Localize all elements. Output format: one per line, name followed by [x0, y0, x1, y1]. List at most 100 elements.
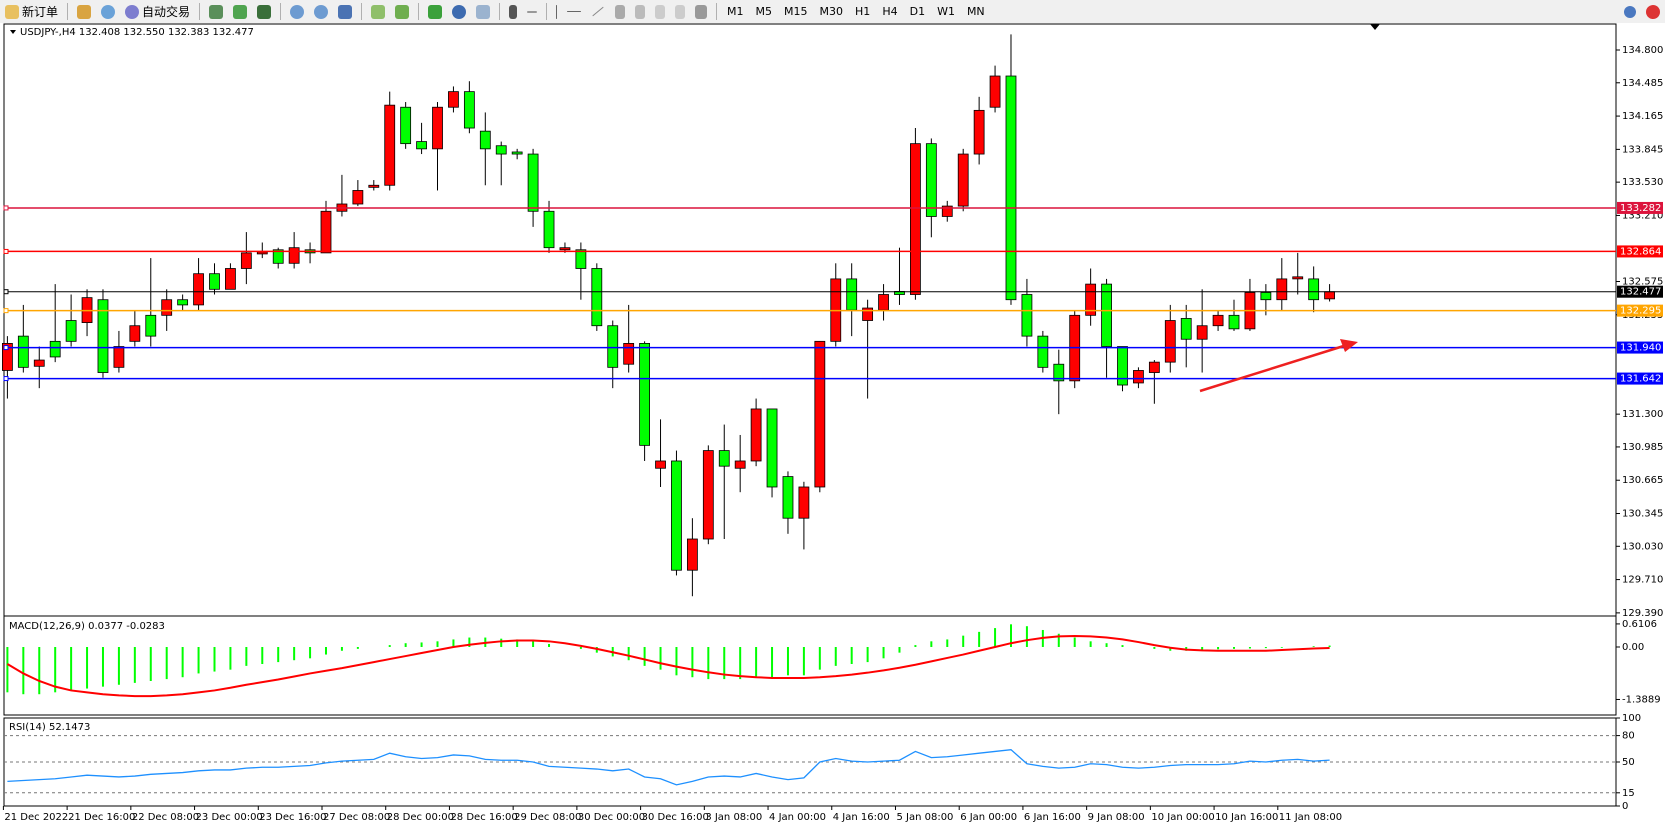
candle-body [177, 299, 189, 306]
candle-body [862, 307, 874, 321]
price-label-bg [1617, 304, 1663, 317]
crosshair-button[interactable] [522, 2, 542, 22]
search-button[interactable] [1619, 2, 1641, 22]
price-label-bg [1617, 285, 1663, 298]
candle-body [49, 340, 61, 358]
candle-body [782, 476, 794, 519]
x-tick-label: 22 Dec 08:00 [132, 812, 199, 823]
fibo-button[interactable] [630, 2, 650, 22]
candle-body [1021, 294, 1033, 337]
candle-body [65, 320, 77, 342]
arrows-button[interactable] [690, 2, 712, 22]
candle-body [97, 299, 109, 373]
line-anchor [3, 308, 9, 314]
candle-body [607, 325, 619, 368]
icon-button[interactable] [96, 2, 120, 22]
timeframe-button[interactable]: W1 [937, 4, 955, 18]
candle-body [750, 408, 762, 462]
candle-body [543, 210, 555, 249]
candle-body [575, 249, 587, 269]
icon [5, 4, 19, 19]
trendline-button[interactable] [586, 2, 610, 22]
timeframe-button[interactable]: M1 [727, 4, 744, 18]
icon-button[interactable] [390, 2, 414, 22]
y-tick-label: -1.3889 [1622, 694, 1661, 705]
candle-body [113, 346, 125, 368]
candle-body [161, 299, 173, 316]
x-tick-label: 28 Dec 16:00 [450, 812, 517, 823]
price-label: 131.940 [1620, 343, 1661, 354]
candle-body [1133, 370, 1144, 384]
candle-body [352, 190, 364, 205]
icon [428, 4, 443, 19]
y-tick-label: 0.00 [1622, 642, 1644, 653]
icon-button[interactable] [204, 2, 228, 22]
candle-body [1164, 320, 1176, 363]
candle-body [671, 460, 682, 571]
zoom-out-button[interactable] [309, 2, 333, 22]
candle-body [288, 247, 300, 264]
candle-body [1260, 292, 1272, 301]
text-button[interactable] [650, 2, 670, 22]
x-tick-label: 30 Dec 16:00 [642, 812, 709, 823]
hline-button[interactable] [562, 2, 586, 22]
template-button[interactable] [471, 2, 495, 22]
timeframe-button[interactable]: H1 [855, 4, 871, 18]
candle-body [1308, 278, 1320, 301]
timeframe-button[interactable]: M15 [784, 4, 808, 18]
period-button[interactable] [447, 2, 471, 22]
price-label: 132.864 [1620, 246, 1661, 257]
icon [314, 4, 329, 19]
x-tick-label: 9 Jan 08:00 [1088, 812, 1145, 823]
y-tick-label: 133.530 [1622, 177, 1663, 188]
new-order-button[interactable]: 新订单 [0, 2, 63, 22]
x-tick-label: 6 Jan 16:00 [1024, 812, 1081, 823]
icon-button[interactable] [252, 2, 276, 22]
icon [509, 4, 518, 19]
icon [125, 4, 140, 19]
x-tick-label: 4 Jan 16:00 [833, 812, 890, 823]
vline-button[interactable] [551, 2, 562, 22]
candle-body [1037, 335, 1049, 368]
separator [280, 3, 282, 20]
macd-panel [3, 615, 1617, 716]
candle-body [910, 143, 921, 295]
x-tick-label: 29 Dec 08:00 [514, 812, 581, 823]
cursor-button[interactable] [504, 2, 522, 22]
candle-body [400, 106, 412, 145]
timeframe-button[interactable]: M5 [755, 4, 773, 18]
y-tick-label: 50 [1622, 757, 1635, 768]
timeframe-button[interactable]: M30 [819, 4, 844, 18]
timeframe-button[interactable]: MN [966, 4, 985, 18]
background [0, 23, 1665, 828]
auto-trading-button[interactable]: 自动交易 [120, 2, 195, 22]
y-tick-label: 130.345 [1622, 509, 1663, 520]
line-anchor [3, 289, 9, 295]
zoom-in-button[interactable] [285, 2, 309, 22]
line-anchor [3, 345, 9, 351]
icon-button[interactable] [366, 2, 390, 22]
rsi-line [7, 749, 1330, 786]
timeframe-button[interactable]: D1 [909, 4, 926, 18]
timeframe-button[interactable]: H4 [882, 4, 898, 18]
icon-button[interactable] [228, 2, 252, 22]
x-tick-label: 21 Dec 16:00 [68, 812, 135, 823]
notification-button[interactable] [1641, 2, 1665, 22]
label-button[interactable] [670, 2, 690, 22]
icon [476, 4, 491, 19]
y-tick-label: 0.6106 [1622, 619, 1657, 630]
candle-body [1276, 278, 1288, 301]
candle-body [272, 249, 284, 264]
candle-body [17, 335, 29, 368]
channel-button[interactable] [610, 2, 630, 22]
candle-body [495, 145, 507, 155]
candle-body [655, 460, 666, 469]
line-anchor [3, 248, 9, 254]
separator [361, 3, 363, 20]
collapse-marker [10, 30, 16, 34]
candle-body [240, 252, 252, 269]
icon-button[interactable] [72, 2, 96, 22]
tile-button[interactable] [333, 2, 357, 22]
price-label-bg [1617, 245, 1663, 258]
indicator-button[interactable] [423, 2, 447, 22]
